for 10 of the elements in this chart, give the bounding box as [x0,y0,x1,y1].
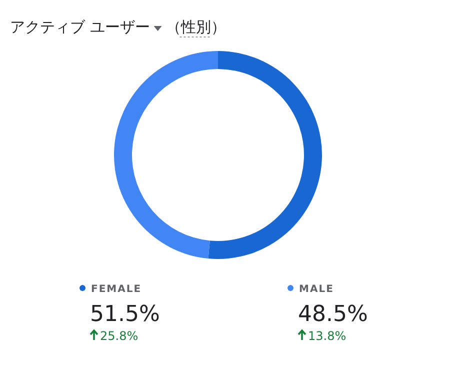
text: 25.8% [100,329,138,343]
legend-label: FEMALE [91,284,142,295]
chart-subtitle: （性別） [166,18,226,36]
chart-title: アクティブ ユーザー [10,18,150,36]
donut-slice [114,51,218,259]
data-label: 51.5% [90,302,160,327]
text: 13.8% [308,329,346,343]
legend-label: MALE [299,284,334,295]
donut-slice [208,51,322,259]
data-label: 48.5% [298,302,368,327]
